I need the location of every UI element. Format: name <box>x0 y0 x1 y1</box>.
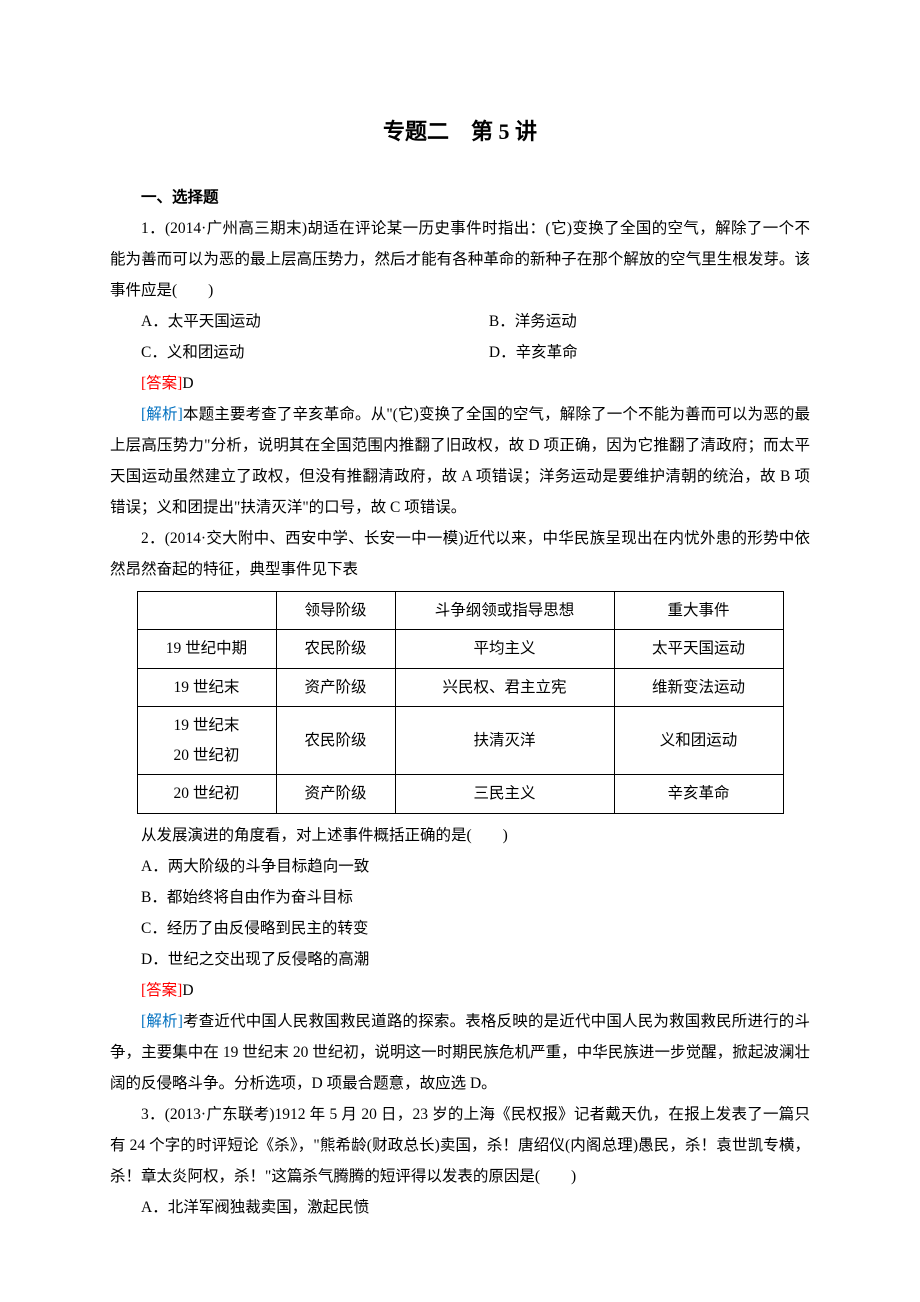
answer-label: [答案] <box>141 375 182 392</box>
q1-analysis-text: 本题主要考查了辛亥革命。从"(它)变换了全国的空气，解除了一个不能为善而可以为恶… <box>110 406 810 516</box>
cell: 平均主义 <box>395 630 614 668</box>
cell: 三民主义 <box>395 775 614 813</box>
q3-option-a: A．北洋军阀独裁卖国，激起民愤 <box>110 1192 810 1223</box>
answer-label: [答案] <box>141 982 182 999</box>
analysis-label: [解析] <box>141 406 183 423</box>
q1-options-row1: A．太平天国运动 B．洋务运动 <box>110 306 810 337</box>
q2-after: 从发展演进的角度看，对上述事件概括正确的是( ) <box>110 820 810 851</box>
cell: 辛亥革命 <box>614 775 783 813</box>
cell: 维新变法运动 <box>614 668 783 706</box>
q1-options-row2: C．义和团运动 D．辛亥革命 <box>110 337 810 368</box>
cell: 19 世纪末 <box>137 668 276 706</box>
q1-option-d: D．辛亥革命 <box>489 337 810 368</box>
table-row: 20 世纪初 资产阶级 三民主义 辛亥革命 <box>137 775 783 813</box>
q1-stem: 1．(2014·广州高三期末)胡适在评论某一历史事件时指出：(它)变换了全国的空… <box>110 213 810 306</box>
cell: 兴民权、君主立宪 <box>395 668 614 706</box>
th-event: 重大事件 <box>614 592 783 630</box>
q1-option-b: B．洋务运动 <box>489 306 810 337</box>
q2-answer: [答案]D <box>110 975 810 1006</box>
cell-multiline: 19 世纪末 20 世纪初 <box>137 707 276 775</box>
q1-analysis: [解析]本题主要考查了辛亥革命。从"(它)变换了全国的空气，解除了一个不能为善而… <box>110 399 810 523</box>
analysis-label: [解析] <box>141 1013 183 1030</box>
q2-analysis-text: 考查近代中国人民救国救民道路的探索。表格反映的是近代中国人民为救国救民所进行的斗… <box>110 1013 810 1092</box>
q2-table: 领导阶级 斗争纲领或指导思想 重大事件 19 世纪中期 农民阶级 平均主义 太平… <box>137 591 784 814</box>
section-heading: 一、选择题 <box>110 182 810 213</box>
q2-analysis: [解析]考查近代中国人民救国救民道路的探索。表格反映的是近代中国人民为救国救民所… <box>110 1006 810 1099</box>
cell: 20 世纪初 <box>137 775 276 813</box>
q1-option-c: C．义和团运动 <box>141 337 489 368</box>
q2-option-a: A．两大阶级的斗争目标趋向一致 <box>110 851 810 882</box>
cell: 扶清灭洋 <box>395 707 614 775</box>
q2-option-c: C．经历了由反侵略到民主的转变 <box>110 913 810 944</box>
th-blank <box>137 592 276 630</box>
q1-option-a: A．太平天国运动 <box>141 306 489 337</box>
cell: 资产阶级 <box>276 668 395 706</box>
cell: 义和团运动 <box>614 707 783 775</box>
cell: 19 世纪中期 <box>137 630 276 668</box>
table-row: 19 世纪末 20 世纪初 农民阶级 扶清灭洋 义和团运动 <box>137 707 783 775</box>
q2-stem: 2．(2014·交大附中、西安中学、长安一中一模)近代以来，中华民族呈现出在内忧… <box>110 523 810 585</box>
th-leader: 领导阶级 <box>276 592 395 630</box>
q2-answer-value: D <box>182 982 193 999</box>
cell: 太平天国运动 <box>614 630 783 668</box>
q2-option-d: D．世纪之交出现了反侵略的高潮 <box>110 944 810 975</box>
cell: 资产阶级 <box>276 775 395 813</box>
q3-stem: 3．(2013·广东联考)1912 年 5 月 20 日，23 岁的上海《民权报… <box>110 1099 810 1192</box>
cell: 农民阶级 <box>276 707 395 775</box>
table-row: 19 世纪末 资产阶级 兴民权、君主立宪 维新变法运动 <box>137 668 783 706</box>
table-row: 19 世纪中期 农民阶级 平均主义 太平天国运动 <box>137 630 783 668</box>
page-title: 专题二 第 5 讲 <box>110 110 810 154</box>
th-ideology: 斗争纲领或指导思想 <box>395 592 614 630</box>
cell: 农民阶级 <box>276 630 395 668</box>
q1-answer-value: D <box>182 375 193 392</box>
q1-answer: [答案]D <box>110 368 810 399</box>
q2-option-b: B．都始终将自由作为奋斗目标 <box>110 882 810 913</box>
table-header-row: 领导阶级 斗争纲领或指导思想 重大事件 <box>137 592 783 630</box>
